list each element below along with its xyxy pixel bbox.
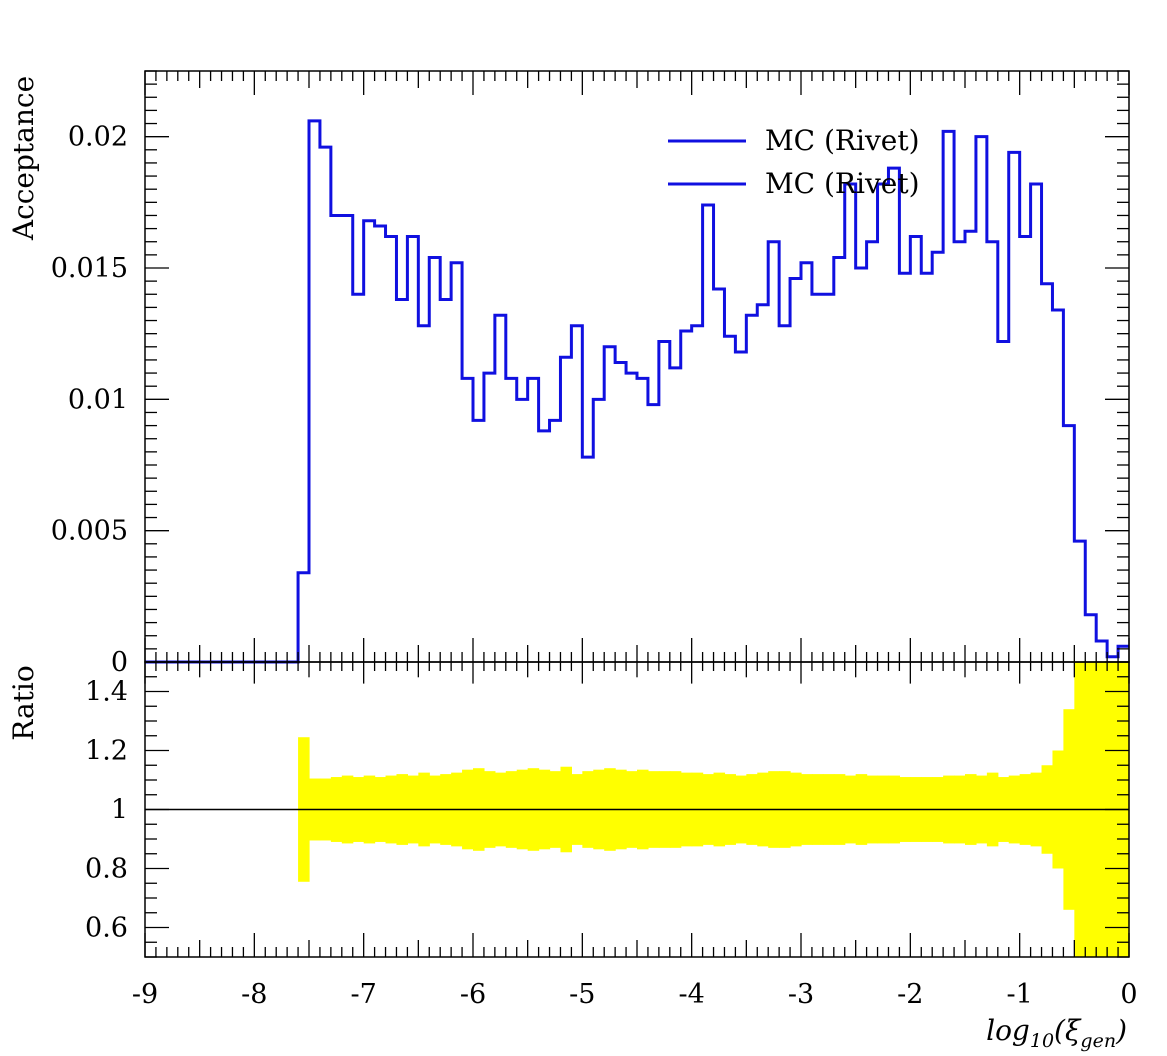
x-tick-label: -7 bbox=[351, 979, 377, 1010]
tick-labels-layer: 0 0.005 0.01 0.015 0.02 0.6 0.8 1 1.2 1.4 -9 -8 -7 -6… bbox=[51, 122, 1138, 1010]
x-axis-title-sub10: 10 bbox=[1030, 1030, 1054, 1052]
ratio-y-tick-label: 0.6 bbox=[85, 913, 128, 944]
x-tick-label: -5 bbox=[569, 979, 595, 1010]
x-tick-label: -8 bbox=[241, 979, 267, 1010]
x-tick-label: -9 bbox=[132, 979, 158, 1010]
x-axis-title-xi: (ξ bbox=[1054, 1014, 1082, 1047]
x-tick-label: -6 bbox=[460, 979, 486, 1010]
ratio-y-tick-label: 1.4 bbox=[85, 677, 128, 708]
ratio-panel-frame bbox=[144, 661, 1130, 958]
x-axis-title-log: log bbox=[986, 1014, 1030, 1047]
main-y-axis-title: Acceptance bbox=[7, 76, 40, 241]
main-y-tick-label: 0.005 bbox=[51, 516, 128, 547]
legend: MC (Rivet) MC (Rivet) bbox=[668, 124, 920, 200]
axis-ticks-layer bbox=[144, 70, 1130, 958]
ratio-y-tick-label: 1.2 bbox=[85, 736, 128, 767]
main-panel-frame bbox=[144, 70, 1130, 663]
x-axis-title: log10(ξgen) bbox=[986, 1014, 1127, 1052]
main-y-tick-label: 0.01 bbox=[68, 384, 128, 415]
x-tick-label: -4 bbox=[679, 979, 705, 1010]
x-tick-label: 0 bbox=[1120, 979, 1137, 1010]
legend-label: MC (Rivet) bbox=[765, 167, 920, 200]
x-tick-label: -3 bbox=[788, 979, 814, 1010]
main-y-tick-label: 0 bbox=[111, 647, 128, 678]
main-y-tick-label: 0.015 bbox=[51, 253, 128, 284]
x-tick-label: -2 bbox=[897, 979, 923, 1010]
acceptance-histogram-line bbox=[145, 119, 1129, 664]
ratio-y-axis-title: Ratio bbox=[7, 665, 40, 740]
ratio-y-tick-label: 1 bbox=[111, 795, 128, 826]
legend-label: MC (Rivet) bbox=[765, 124, 920, 157]
x-axis-title-subgen: gen bbox=[1080, 1030, 1116, 1052]
x-tick-label: -1 bbox=[1007, 979, 1033, 1010]
ratio-y-tick-label: 0.8 bbox=[85, 854, 128, 885]
x-axis-title-close: ) bbox=[1115, 1014, 1127, 1047]
main-y-tick-label: 0.02 bbox=[68, 122, 128, 153]
